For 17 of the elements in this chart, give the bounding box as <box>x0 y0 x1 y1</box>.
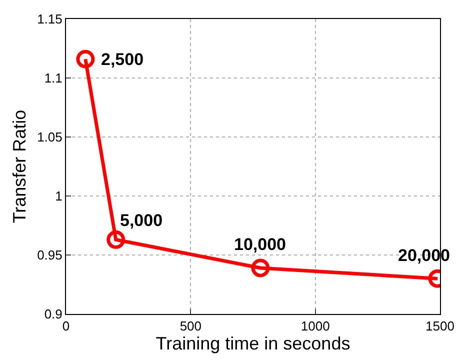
x-tick-label: 1000 <box>300 318 330 334</box>
x-axis-title: Training time in seconds <box>156 334 350 354</box>
annotation: 5,000 <box>120 211 163 230</box>
y-tick-label: 1.15 <box>37 12 62 27</box>
y-tick-label: 1.1 <box>44 70 62 86</box>
annotation: 2,500 <box>101 50 144 69</box>
x-tick-label: 1500 <box>426 318 454 334</box>
y-tick-label: 0.9 <box>44 306 62 322</box>
point <box>106 230 126 249</box>
x-tick-label: 0 <box>62 318 70 334</box>
y-tick-label: 1 <box>55 188 62 204</box>
x-tick-label: 500 <box>180 318 202 334</box>
y-axis-title: Transfer Ratio <box>9 110 30 224</box>
annotation: 10,000 <box>234 235 286 254</box>
point <box>76 50 95 68</box>
y-tick-label: 1.05 <box>37 130 62 145</box>
y-tick-label: 0.95 <box>37 248 62 263</box>
